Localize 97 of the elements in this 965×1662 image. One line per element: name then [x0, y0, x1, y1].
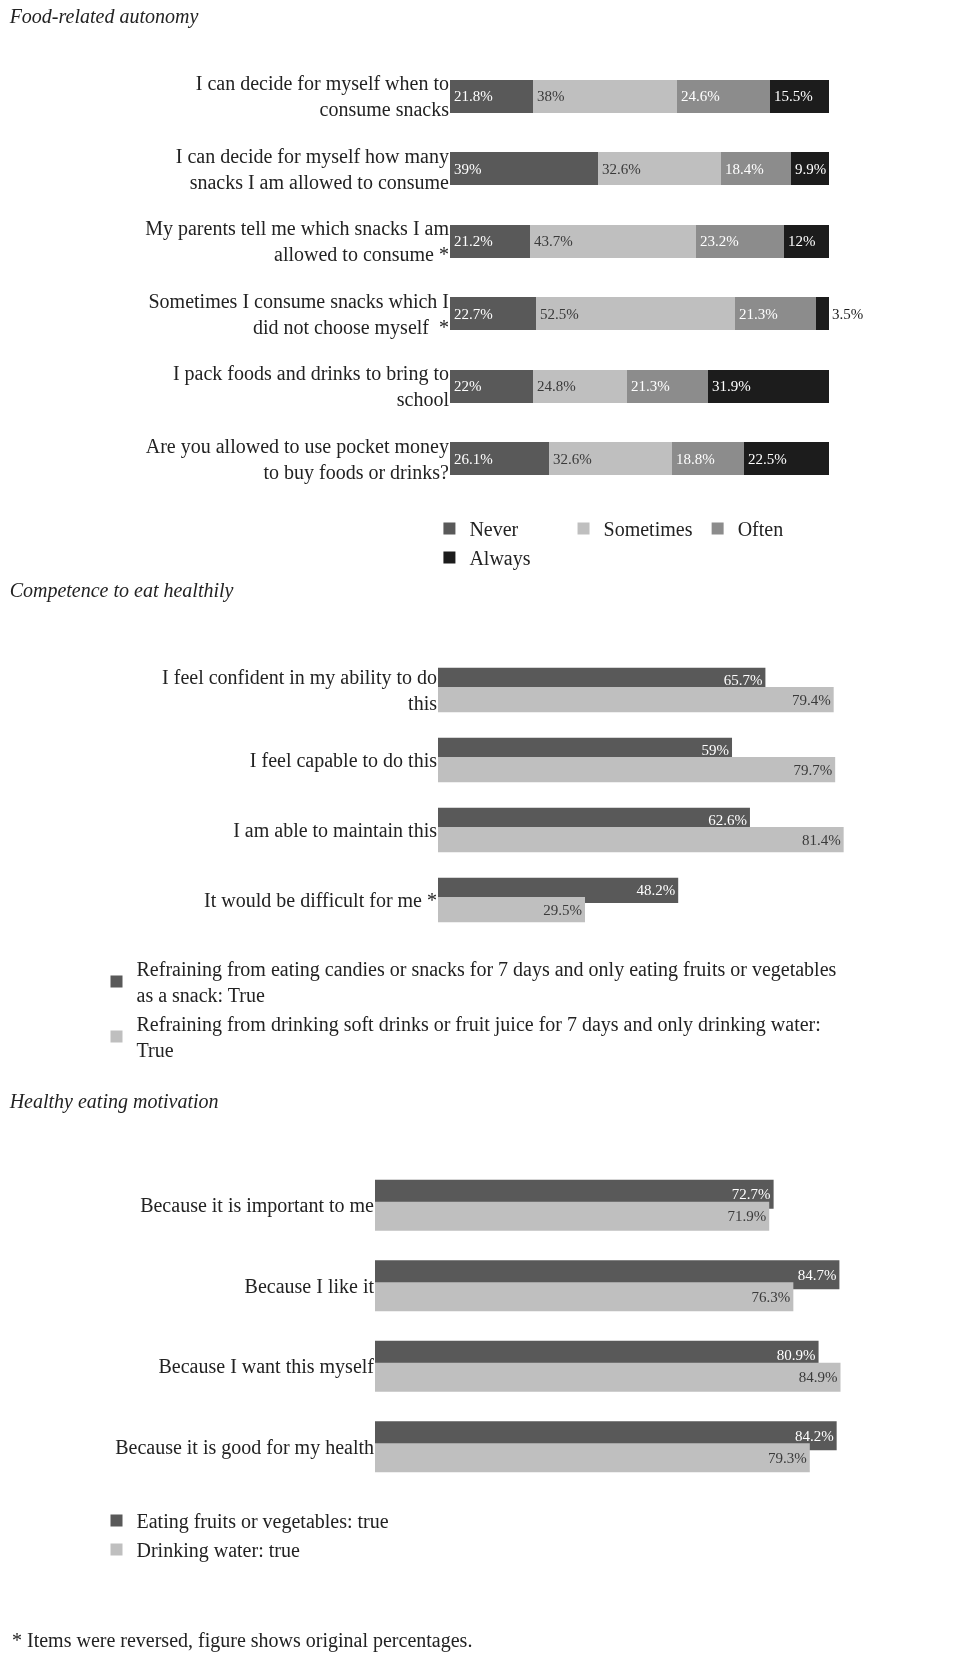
bar [627, 369, 709, 403]
data-label: 24.8% [537, 378, 576, 394]
bar [375, 1201, 770, 1231]
y-tick-label: I feel capable to do this [249, 749, 438, 772]
bar [450, 369, 534, 403]
data-label: 48.2% [636, 882, 676, 899]
legend-label: Eating fruits or vegetables: true [136, 1510, 389, 1534]
data-label: 3.5% [832, 306, 864, 322]
data-label: 9.9% [795, 161, 827, 177]
text: Food-related autonomy [8, 4, 199, 28]
bar [597, 152, 722, 186]
bar [375, 1443, 810, 1473]
data-label: 18.8% [676, 451, 715, 467]
data-label: 62.6% [708, 812, 747, 829]
data-label: 71.9% [727, 1208, 767, 1225]
y-tick-label: It would be difficult for me * [204, 889, 437, 911]
data-label: 21.3% [631, 378, 670, 394]
y-tick-label: I am able to maintain this [233, 819, 438, 841]
bar [450, 152, 598, 186]
bar [721, 152, 792, 186]
y-tick-label: I can decide for myself how many snacks I am allowed to consume [175, 144, 450, 193]
data-label: 79.7% [793, 761, 833, 778]
bar [450, 297, 537, 331]
legend-label: Drinking water: true [136, 1539, 300, 1563]
data-label: 26.1% [454, 451, 493, 467]
bar [548, 442, 673, 476]
bar [536, 297, 736, 331]
y-tick-label: Because it is important to me [140, 1194, 375, 1218]
data-label: 18.4% [725, 161, 764, 177]
bar [450, 224, 531, 258]
data-label: 32.6% [553, 451, 592, 467]
legend-label: Refraining from eating candies or snacks for 7 days and only eating fruits or vegetables as a snack: True [136, 958, 837, 1007]
data-label: 23.2% [700, 233, 739, 249]
legend-label: Refraining from drinking soft drinks or fruit juice for 7 days and only drinking water: True [136, 1013, 821, 1062]
bar [769, 79, 829, 113]
data-label: 84.7% [797, 1266, 837, 1283]
data-label: 32.6% [602, 161, 641, 177]
bar [450, 442, 549, 476]
bar [533, 369, 628, 403]
bar [438, 827, 844, 853]
y-tick-label: Sometimes I consume snacks which I did not choose myself * [148, 289, 449, 339]
bar [783, 224, 830, 258]
data-label: 81.4% [801, 831, 841, 848]
data-label: 12% [788, 233, 816, 249]
data-label: 84.2% [794, 1427, 834, 1444]
y-tick-label: Because I want this myself [158, 1355, 375, 1379]
y-tick-label: I pack foods and drinks to bring to school [172, 362, 450, 411]
data-label: 80.9% [776, 1347, 816, 1364]
bar [438, 757, 836, 783]
text: * Items were reversed, figure shows original percentages. [12, 1629, 473, 1652]
data-label: 84.9% [798, 1369, 838, 1386]
y-tick-label: Because it is good for my health [115, 1435, 374, 1459]
bar [815, 297, 829, 331]
legend-label: Always [469, 547, 531, 571]
legend-label: Sometimes [603, 518, 693, 541]
bar [676, 79, 770, 113]
bar [375, 1362, 841, 1392]
legend-label: Often [737, 518, 784, 541]
bar [532, 79, 677, 113]
y-tick-label: I can decide for myself when to consume snacks [195, 72, 450, 121]
data-label: 76.3% [751, 1288, 791, 1305]
y-tick-label: Are you allowed to use pocket money to buy foods or drinks? [145, 434, 450, 484]
data-label: 22.7% [454, 306, 493, 322]
text: Competence to eat healthily [9, 578, 234, 602]
data-label: 59% [701, 742, 730, 759]
data-label: 43.7% [534, 233, 573, 249]
data-label: 24.6% [681, 88, 720, 104]
data-label: 52.5% [540, 306, 579, 322]
bar [450, 79, 533, 113]
data-label: 15.5% [774, 88, 813, 104]
bar [375, 1282, 794, 1312]
bar [743, 442, 829, 476]
legend-label: Never [469, 518, 519, 541]
y-tick-label: I feel confident in my ability to do this [162, 666, 438, 714]
data-label: 72.7% [731, 1186, 771, 1203]
data-label: 39% [454, 161, 482, 177]
bar [438, 897, 586, 923]
data-label: 21.2% [454, 233, 493, 249]
data-label: 21.8% [454, 88, 493, 104]
data-label: 22% [454, 378, 482, 394]
y-tick-label: Because I like it [244, 1274, 375, 1297]
data-label: 38% [537, 88, 565, 104]
text: Healthy eating motivation [8, 1089, 219, 1113]
data-label: 65.7% [723, 672, 763, 689]
data-label: 31.9% [712, 378, 751, 394]
bar [708, 369, 829, 403]
bar [438, 687, 834, 713]
bar [695, 224, 784, 258]
data-label: 79.4% [791, 691, 831, 708]
bar [672, 442, 744, 476]
data-label: 21.3% [739, 306, 778, 322]
data-label: 79.3% [768, 1449, 807, 1466]
data-label: 22.5% [748, 451, 787, 467]
bar [530, 224, 696, 258]
bar [735, 297, 816, 331]
y-tick-label: My parents tell me which snacks I am allowed to consume * [145, 217, 450, 266]
data-label: 29.5% [543, 901, 583, 918]
